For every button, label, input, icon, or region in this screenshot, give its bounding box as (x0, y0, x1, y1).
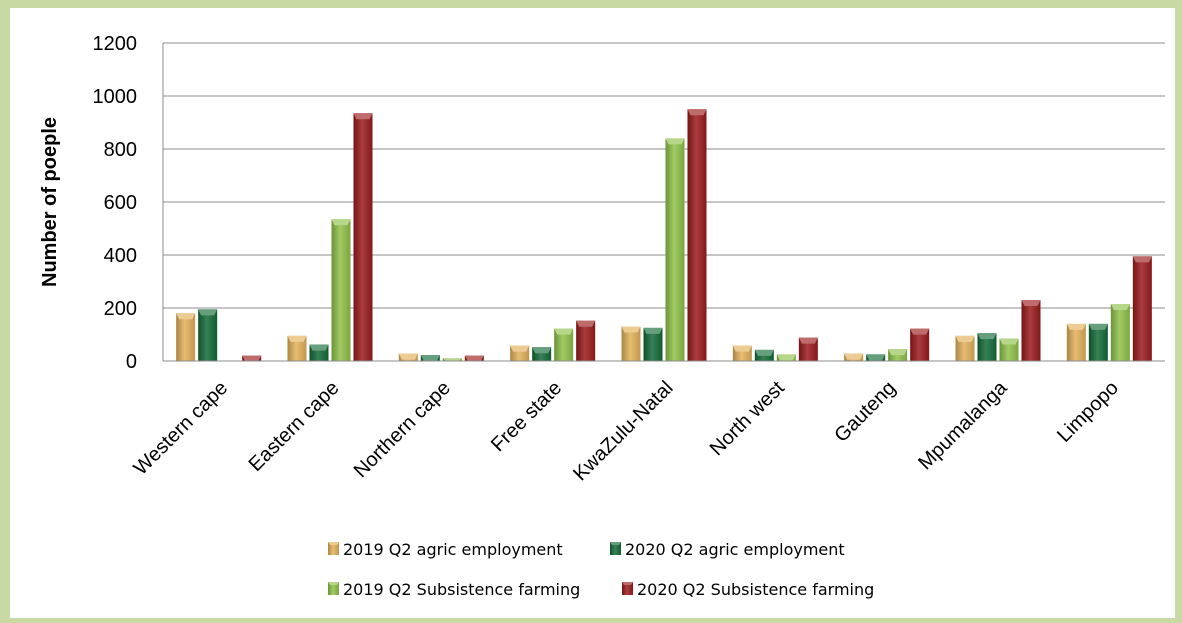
gridlines (163, 42, 1165, 309)
y-tick-label: 400 (104, 245, 137, 267)
chart-container: Number of poeple 0 200 400 600 800 1000 1200 W… (10, 8, 1175, 618)
bar-top (309, 344, 329, 351)
y-tick-label: 1000 (93, 86, 138, 108)
bar-top (331, 219, 351, 226)
y-tick-labels: 0 200 400 600 800 1000 1200 (93, 33, 138, 373)
bar (910, 328, 930, 361)
x-tick-label: Western cape (130, 377, 233, 480)
x-tick-label: Gauteng (830, 377, 900, 447)
legend-swatch-top (328, 542, 339, 545)
bar-top (910, 328, 930, 335)
x-tick-label: Eastern cape (245, 377, 344, 476)
bar-top (510, 345, 530, 352)
bar-top (1066, 323, 1086, 330)
bar-top (888, 349, 908, 356)
bar (1132, 256, 1152, 361)
legend-swatch-top (610, 542, 621, 545)
bars (176, 109, 1152, 361)
y-tick-label: 200 (104, 298, 137, 320)
y-tick-label: 600 (104, 192, 137, 214)
bar (176, 313, 196, 361)
x-tick-label: Northern cape (350, 377, 455, 482)
bar (576, 320, 596, 361)
bar-top (844, 353, 864, 360)
x-tick-label: Mpumalanga (914, 376, 1012, 474)
bar-top (353, 113, 373, 120)
bar (621, 326, 641, 361)
legend-label: 2020 Q2 Subsistence farming (637, 580, 874, 599)
bar-top (798, 337, 818, 344)
bar-top (176, 313, 196, 320)
bar-top (287, 335, 307, 342)
bar (955, 335, 975, 361)
bar (1110, 304, 1130, 361)
bar (287, 335, 307, 361)
bar-top (687, 109, 707, 116)
y-tick-label: 1200 (93, 33, 138, 55)
bar-top (754, 349, 774, 356)
y-tick-label: 800 (104, 139, 137, 161)
bar (643, 327, 663, 361)
bar-top (955, 335, 975, 342)
x-tick-label: KwaZulu-Natal (569, 377, 677, 485)
axes: Number of poeple (39, 43, 1165, 362)
bar-top (866, 354, 886, 361)
legend-swatch (622, 582, 633, 595)
bar-top (576, 320, 596, 327)
bar-top (242, 355, 262, 361)
bar-top (398, 353, 418, 360)
bar (1088, 323, 1108, 361)
bar-top (1021, 300, 1041, 307)
legend-swatch-top (328, 582, 339, 585)
bar-top (732, 345, 752, 352)
bar (554, 328, 574, 361)
legend-label: 2019 Q2 agric employment (343, 540, 563, 559)
y-tick-label: 0 (126, 351, 137, 373)
bar-top (1132, 256, 1152, 263)
legend-swatch-top (622, 582, 633, 585)
bar-top (776, 354, 796, 361)
bar-top (420, 355, 440, 361)
bar-top (1088, 323, 1108, 330)
x-tick-labels: Western cape Eastern cape Northern cape Fre… (130, 376, 1123, 485)
bar-top (999, 338, 1019, 345)
bar (977, 333, 997, 361)
bar (198, 309, 218, 361)
bar-top (665, 138, 685, 145)
bar-top (198, 309, 218, 316)
bar-chart: Number of poeple 0 200 400 600 800 1000 1200 W… (39, 33, 1165, 599)
bar-top (977, 333, 997, 340)
bar-top (643, 327, 663, 334)
y-axis-title: Number of poeple (39, 117, 61, 287)
bar (1021, 300, 1041, 361)
legend: 2019 Q2 agric employment 2020 Q2 agric em… (328, 540, 874, 599)
bar-top (464, 355, 484, 361)
bar (687, 109, 707, 361)
bar-top (621, 326, 641, 333)
legend-label: 2020 Q2 agric employment (625, 540, 845, 559)
legend-swatch (610, 542, 621, 555)
legend-label: 2019 Q2 Subsistence farming (343, 580, 580, 599)
bar-top (554, 328, 574, 335)
bar (1066, 323, 1086, 361)
x-tick-label: North west (706, 377, 789, 460)
bar-top (442, 358, 462, 361)
bar (331, 219, 351, 361)
bar (353, 113, 373, 361)
legend-swatch (328, 542, 339, 555)
x-tick-label: Limpopo (1053, 377, 1123, 447)
legend-swatch (328, 582, 339, 595)
bar (665, 138, 685, 361)
bar-top (1110, 304, 1130, 311)
x-tick-label: Free state (487, 377, 566, 456)
bar-top (532, 347, 552, 354)
